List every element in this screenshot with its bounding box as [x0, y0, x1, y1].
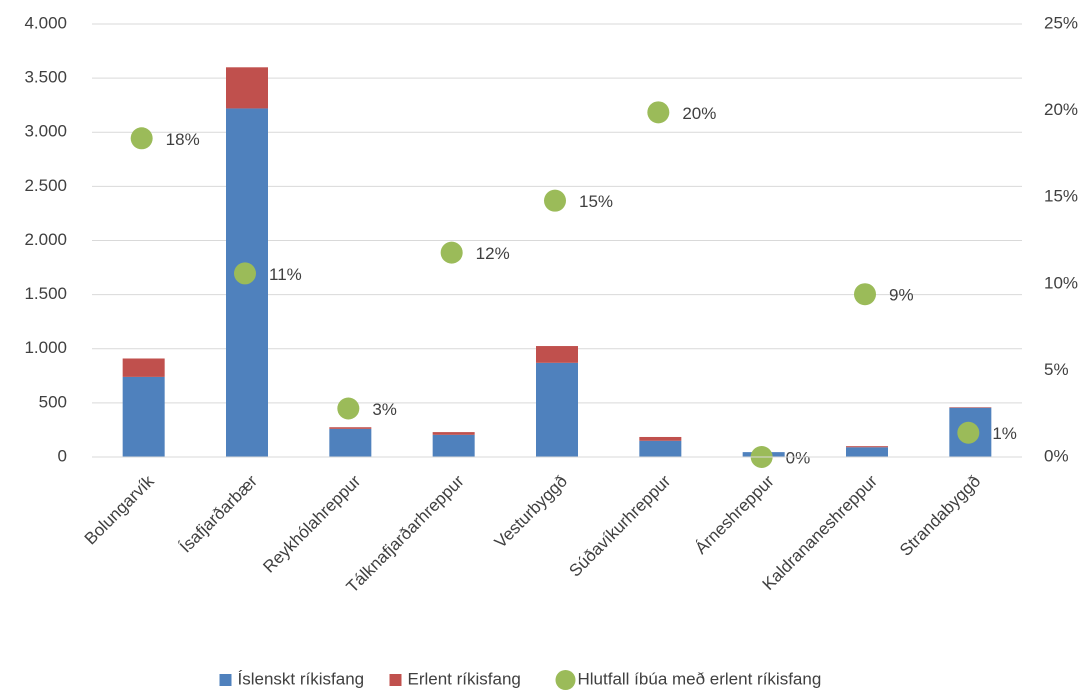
point: [544, 189, 566, 212]
y-tick-label: 1.000: [24, 338, 67, 357]
legend-label: Íslenskt ríkisfang: [238, 669, 365, 688]
bar: [846, 446, 888, 448]
legend-swatch: [219, 674, 232, 686]
data-label: 12%: [476, 244, 510, 263]
legend-label: Hlutfall íbúa með erlent ríkisfang: [578, 669, 822, 688]
point: [854, 283, 876, 306]
y-tick-label: 2.500: [24, 176, 67, 195]
bar: [536, 346, 578, 363]
y-tick-label: 3.000: [24, 122, 67, 141]
bar: [639, 440, 682, 457]
bar: [226, 67, 268, 109]
bar: [122, 358, 165, 377]
bar: [122, 376, 165, 457]
bar: [432, 432, 475, 435]
x-tick-label: Strandabyggð: [896, 472, 984, 560]
y2-tick-label: 15%: [1044, 187, 1078, 206]
data-label: 9%: [889, 286, 914, 305]
bar: [432, 434, 475, 457]
y-tick-label: 4.000: [24, 13, 67, 32]
y2-tick-label: 20%: [1044, 100, 1078, 119]
x-tick-label: Árneshreppur: [691, 471, 778, 558]
legend-label: Erlent ríkisfang: [408, 669, 521, 688]
point: [647, 101, 670, 124]
x-tick-label: Ísafjarðarbær: [176, 471, 261, 556]
bar: [329, 427, 372, 429]
y2-tick-label: 10%: [1044, 273, 1078, 292]
bar: [536, 362, 578, 457]
data-label: 18%: [166, 130, 200, 149]
y-tick-label: 3.500: [24, 68, 67, 87]
x-tick-label: Vesturbyggð: [491, 472, 571, 552]
y-tick-label: 500: [39, 392, 67, 411]
data-label: 11%: [269, 265, 302, 284]
y2-tick-label: 25%: [1044, 13, 1078, 32]
x-tick-label: Tálknafjarðarhreppur: [343, 471, 468, 596]
legend-swatch: [555, 670, 576, 690]
point: [440, 241, 463, 264]
y-tick-label: 2.000: [24, 230, 67, 249]
bar: [329, 428, 372, 457]
bar: [846, 447, 888, 457]
y-tick-label: 0: [58, 446, 67, 465]
x-tick-label: Reykhólahreppur: [259, 471, 364, 576]
y-tick-label: 1.500: [24, 284, 67, 303]
data-label: 3%: [372, 400, 397, 419]
y2-tick-label: 0%: [1044, 446, 1069, 465]
point: [234, 262, 256, 285]
point: [957, 421, 980, 444]
legend-swatch: [389, 674, 402, 686]
x-tick-label: Kaldrananeshreppur: [759, 471, 882, 594]
data-label: 15%: [579, 192, 613, 211]
point: [130, 127, 153, 150]
data-label: 1%: [992, 424, 1017, 443]
data-label: 20%: [682, 104, 716, 123]
bar: [639, 436, 682, 441]
point: [337, 397, 360, 420]
data-label: 0%: [786, 448, 811, 467]
bar: [949, 407, 992, 408]
x-tick-label: Bolungarvík: [81, 471, 158, 548]
x-tick-label: Súðavíkurhreppur: [565, 471, 674, 580]
y2-tick-label: 5%: [1044, 360, 1069, 379]
